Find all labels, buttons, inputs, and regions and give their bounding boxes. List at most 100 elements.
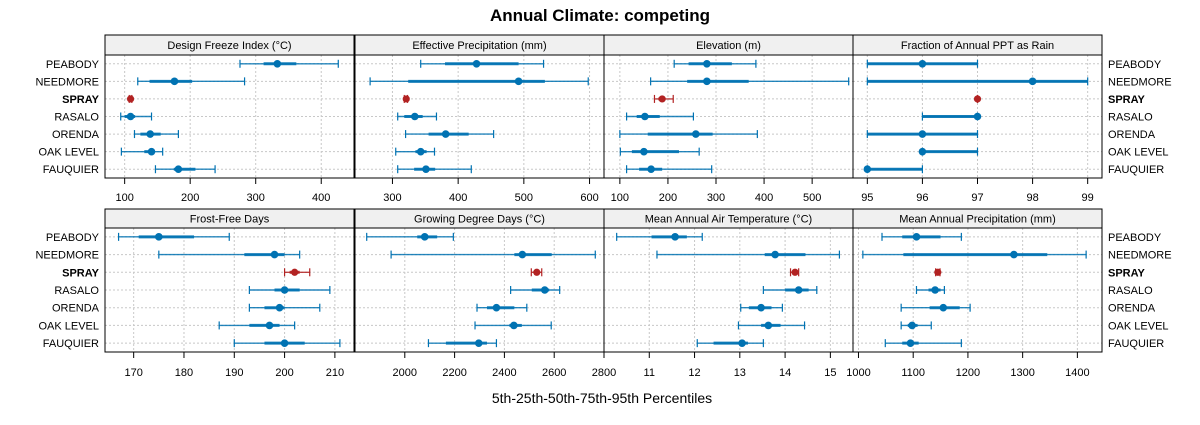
median-point <box>918 130 927 138</box>
site-label-left: PEABODY <box>46 232 100 244</box>
median-point <box>671 233 679 241</box>
median-point <box>518 250 527 259</box>
site-interval-fauquier <box>884 339 962 348</box>
median-point <box>1028 77 1037 86</box>
site-interval-rasalo <box>248 286 331 294</box>
x-tick-label: 190 <box>225 367 243 379</box>
site-label-left: ORENDA <box>52 129 100 141</box>
site-interval-needmore <box>866 77 1089 86</box>
x-tick-label: 1400 <box>1065 367 1089 379</box>
median-point <box>126 112 135 121</box>
panel-strip-label: Design Freeze Index (°C) <box>167 40 291 52</box>
panel-frost-free-days: Frost-Free Days 170 180 190 200 210 <box>104 208 355 379</box>
panel-growing-degree-days-c: Growing Degree Days (°C) 2000 2200 2400 2600… <box>354 208 616 379</box>
median-point <box>908 321 916 330</box>
median-point <box>641 112 649 121</box>
site-interval-orenda <box>248 303 321 312</box>
site-label-right: RASALO <box>1108 112 1153 124</box>
median-point <box>126 95 135 103</box>
site-label-left: PEABODY <box>46 59 100 71</box>
site-label-left: OAK LEVEL <box>38 320 99 332</box>
median-point <box>410 112 419 121</box>
site-interval-fauquier <box>427 339 498 348</box>
median-point <box>280 339 289 347</box>
x-tick-label: 13 <box>734 367 746 379</box>
panels: Design Freeze Index (°C)100 200 300 400Effe… <box>35 34 1172 379</box>
median-point <box>757 303 765 312</box>
median-point <box>422 165 430 174</box>
median-point <box>771 250 779 259</box>
site-interval-peabody <box>420 59 545 68</box>
median-point <box>640 147 648 156</box>
site-interval-peabody <box>866 59 979 68</box>
median-point <box>912 233 921 241</box>
panel-elevation-m: Elevation (m) 100 200 300 400 500 <box>603 34 854 204</box>
site-interval-needmore <box>650 77 850 86</box>
site-interval-oak-level <box>900 321 932 330</box>
site-label-right: SPRAY <box>1108 94 1146 106</box>
median-point <box>540 286 549 294</box>
x-tick-label: 15 <box>824 367 836 379</box>
site-interval-peabody <box>239 59 339 68</box>
median-point <box>918 59 927 68</box>
site-interval-oak-level <box>218 321 296 330</box>
site-interval-fauquier <box>154 165 216 174</box>
median-point <box>510 321 518 330</box>
x-tick-label: 1200 <box>956 367 980 379</box>
median-point <box>658 95 666 103</box>
site-interval-spray <box>283 268 311 277</box>
median-point <box>416 147 425 156</box>
median-point <box>420 233 429 241</box>
x-tick-label: 1300 <box>1010 367 1034 379</box>
site-interval-needmore <box>158 250 301 259</box>
median-point <box>441 130 450 138</box>
x-tick-label: 97 <box>971 192 983 204</box>
x-tick-label: 1100 <box>901 367 925 379</box>
x-tick-label: 500 <box>515 192 533 204</box>
x-axis-label: 5th-25th-50th-75th-95th Percentiles <box>492 390 712 406</box>
site-label-right: SPRAY <box>1108 267 1146 279</box>
x-tick-label: 200 <box>181 192 199 204</box>
site-interval-rasalo <box>510 286 561 294</box>
x-tick-label: 300 <box>383 192 401 204</box>
site-interval-fauquier <box>863 165 924 174</box>
site-interval-spray <box>126 94 135 103</box>
x-tick-label: 14 <box>779 367 791 379</box>
median-point <box>939 303 948 312</box>
median-point <box>147 147 156 156</box>
x-tick-label: 200 <box>659 192 677 204</box>
site-interval-spray <box>934 268 942 277</box>
median-point <box>492 303 501 312</box>
site-label-right: FAUQUIER <box>1108 338 1164 350</box>
site-interval-peabody <box>117 232 230 241</box>
x-tick-label: 2600 <box>542 367 566 379</box>
site-label-right: RASALO <box>1108 285 1153 297</box>
site-interval-fauquier <box>233 339 341 348</box>
site-label-left: NEEDMORE <box>35 250 99 262</box>
x-tick-label: 200 <box>275 367 293 379</box>
median-point <box>738 339 746 347</box>
median-point <box>692 130 700 138</box>
chart-title: Annual Climate: competing <box>490 6 710 25</box>
site-interval-needmore <box>656 250 841 259</box>
panel-mean-annual-precipitation-mm: Mean Annual Precipitation (mm) 1000 1100 12… <box>846 208 1103 379</box>
panel-design-freeze-index-c: Design Freeze Index (°C) 100 200 300 400 <box>104 34 355 204</box>
x-tick-label: 180 <box>175 367 193 379</box>
x-tick-label: 400 <box>449 192 467 204</box>
site-interval-orenda <box>476 303 528 312</box>
median-point <box>931 286 939 294</box>
panel-strip-label: Frost-Free Days <box>190 214 270 226</box>
site-interval-oak-level <box>737 321 806 330</box>
panel-mean-annual-air-temperature-c: Mean Annual Air Temperature (°C) 11 12 13 14… <box>603 208 854 379</box>
panel-strip-label: Elevation (m) <box>696 40 761 52</box>
median-point <box>764 321 773 330</box>
site-interval-spray <box>789 268 800 277</box>
site-interval-needmore <box>390 250 596 259</box>
x-tick-label: 100 <box>611 192 629 204</box>
median-point <box>906 339 915 347</box>
x-tick-label: 600 <box>580 192 598 204</box>
site-interval-peabody <box>881 232 962 241</box>
site-interval-orenda <box>900 303 971 312</box>
site-interval-needmore <box>369 77 589 86</box>
